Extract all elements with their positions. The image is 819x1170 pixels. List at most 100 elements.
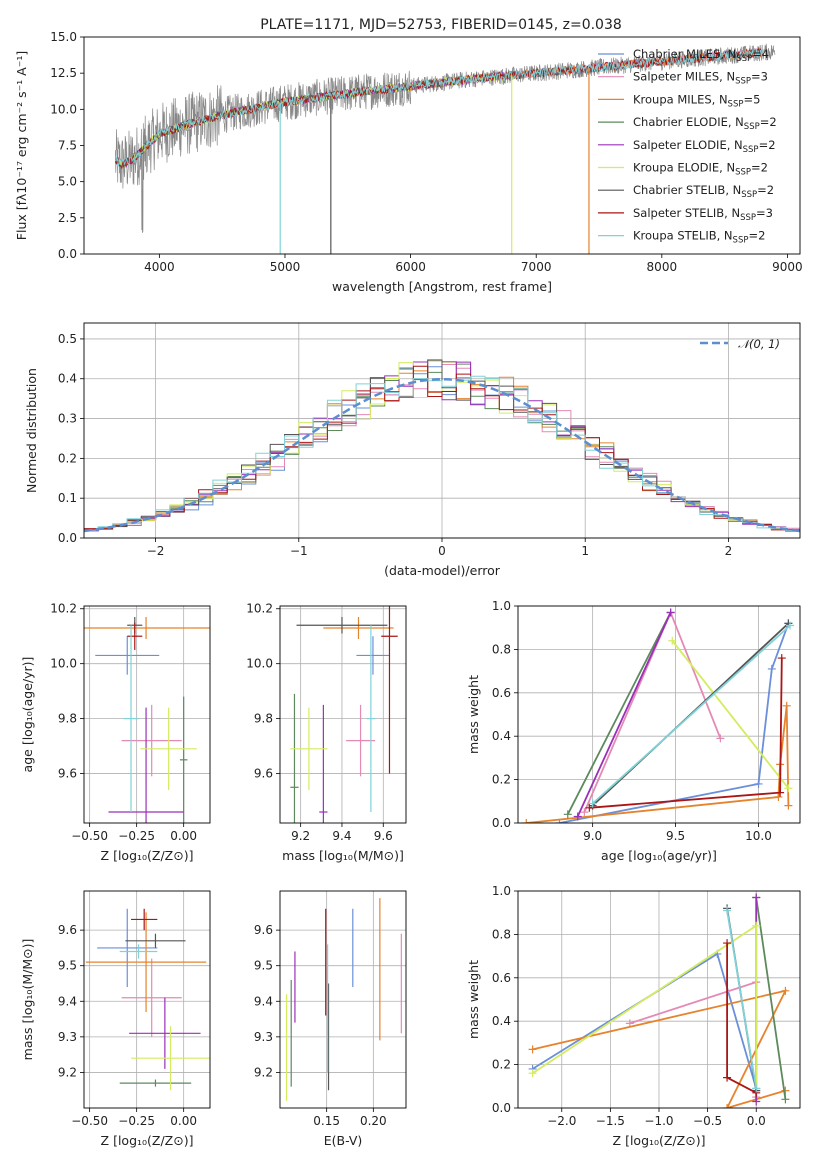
weight-line-salpeter_miles: [629, 980, 758, 1098]
weight-line-kroupa_stelib: [591, 624, 791, 805]
weight-line-kroupa_elodie: [532, 924, 758, 1091]
x-tick-label: 0: [438, 544, 446, 558]
errorbar-chabrier_miles: [356, 636, 390, 675]
legend: Chabrier MILES, NSSP=4 Salpeter MILES, NS…: [598, 47, 777, 246]
x-tick-label: −2: [147, 544, 165, 558]
x-axis-label: Z [log₁₀(Z/Z⊙)]: [613, 1133, 706, 1148]
weight-marker-kroupa_miles: [781, 986, 790, 995]
y-tick-label: 10.0: [50, 102, 77, 116]
y-axis-label: mass weight: [466, 960, 481, 1039]
y-tick-label: 0.0: [58, 247, 77, 261]
plot-area: [84, 616, 210, 823]
errorbar-salpeter_stelib: [127, 622, 143, 650]
errorbar-kroupa_miles: [323, 616, 394, 639]
x-tick-label: 9.4: [332, 829, 351, 843]
axes-frame: [517, 605, 801, 824]
y-tick-label: 0.0: [492, 816, 511, 830]
x-tick-label: 6000: [395, 260, 426, 274]
x-tick-label: 9.6: [374, 829, 393, 843]
y-tick-label: 0.0: [58, 531, 77, 545]
weight-marker-kroupa_miles: [522, 819, 531, 823]
y-tick-label: 0.2: [58, 451, 77, 465]
weight-marker-kroupa_miles: [774, 792, 783, 801]
weight-line-kroupa_stelib: [726, 910, 758, 1089]
x-tick-label: 0.0: [747, 1114, 766, 1128]
y-axis-label: Flux [fλ10⁻¹⁷ erg cm⁻² s⁻¹ A⁻¹]: [14, 51, 29, 240]
y-tick-label: 12.5: [50, 66, 77, 80]
errorbar-salpeter_stelib: [131, 908, 158, 931]
x-tick-label: 7000: [521, 260, 552, 274]
y-tick-label: 1.0: [492, 599, 511, 613]
x-tick-label: 4000: [144, 260, 175, 274]
y-tick-label: 9.3: [58, 1030, 77, 1044]
normal-reference-curve: [84, 377, 800, 533]
errorbar-chabrier_miles: [95, 636, 160, 675]
y-tick-label: 10.0: [50, 657, 77, 671]
y-tick-label: 0.4: [58, 372, 77, 386]
y-tick-label: 0.2: [492, 1058, 511, 1072]
y-tick-label: 10.2: [246, 602, 273, 616]
legend-label-salpeter_miles: Salpeter MILES, NSSP=3: [633, 70, 768, 87]
weight-marker-kroupa_elodie: [668, 636, 677, 645]
x-tick-label: 9.2: [291, 829, 310, 843]
x-tick-label: 5000: [270, 260, 301, 274]
y-tick-label: 9.2: [254, 1065, 273, 1079]
y-tick-label: 9.6: [254, 767, 273, 781]
y-tick-label: 9.8: [254, 712, 273, 726]
y-tick-label: 2.5: [58, 211, 77, 225]
x-axis-label: (data-model)/error: [384, 563, 501, 578]
y-tick-label: 0.8: [492, 642, 511, 656]
plot-area: [285, 898, 402, 1101]
errorbar-chabrier_stelib: [296, 616, 388, 634]
weight-marker-kroupa_stelib: [786, 621, 795, 630]
legend-label-kroupa_elodie: Kroupa ELODIE, NSSP=2: [633, 161, 768, 178]
errorbar-salpeter_miles: [346, 704, 376, 777]
x-tick-label: −0.25: [118, 1114, 155, 1128]
x-tick-label: 9.0: [583, 829, 602, 843]
axes-frame: [83, 36, 801, 255]
errorbar-kroupa_stelib: [366, 625, 376, 813]
weight-line-kroupa_miles: [526, 705, 790, 823]
x-axis-label: mass [log₁₀(M/M⊙)]: [282, 848, 404, 863]
panel-weight_vs_Z: −2.0 −1.5 −1.0 −0.5 0.0 0.0 0.2 0.4 0.6 0.8 1.0 Z […: [466, 884, 801, 1148]
axes-frame: [279, 890, 407, 1109]
y-tick-label: 9.5: [254, 959, 273, 973]
y-tick-label: 15.0: [50, 30, 77, 44]
y-tick-label: 9.5: [58, 959, 77, 973]
weight-marker-chabrier_miles: [754, 779, 763, 788]
legend-label-chabrier_stelib: Chabrier STELIB, NSSP=2: [633, 183, 774, 200]
x-tick-label: −1.0: [644, 1114, 673, 1128]
plot-area: [528, 893, 790, 1108]
y-tick-label: 9.6: [58, 923, 77, 937]
y-tick-label: 9.2: [58, 1065, 77, 1079]
errorbar-salpeter_miles: [121, 958, 182, 1037]
y-tick-label: 5.0: [58, 175, 77, 189]
y-tick-label: 9.8: [58, 712, 77, 726]
weight-marker-salpeter_stelib: [723, 939, 732, 948]
weight-marker-kroupa_miles: [784, 801, 793, 810]
errorbar-salpeter_miles: [121, 704, 182, 777]
x-tick-label: −0.5: [693, 1114, 722, 1128]
x-tick-label: 9.5: [666, 829, 685, 843]
axes-frame: [517, 890, 801, 1109]
panel-age_vs_mass: 9.2 9.4 9.6 9.6 9.8 10.0 10.2 mass [log₁₀(M/M⊙)…: [246, 602, 407, 863]
x-axis-label: wavelength [Angstrom, rest frame]: [332, 279, 552, 294]
weight-line-salpeter_miles: [583, 610, 722, 813]
panel-mass_vs_Z: −0.50 −0.25 0.00 9.2 9.3 9.4 9.5 9.6 Z [log₁₀(Z/…: [20, 890, 211, 1148]
x-tick-label: −1: [290, 544, 308, 558]
errorbar-kroupa_stelib: [123, 625, 139, 813]
x-tick-label: −1.5: [596, 1114, 625, 1128]
weight-line-chabrier_miles: [559, 623, 790, 823]
weight-marker-chabrier_miles: [767, 664, 776, 673]
errorbar-chabrier_elodie: [179, 696, 188, 823]
weight-marker-salpeter_stelib: [585, 803, 594, 812]
y-tick-label: 9.6: [58, 767, 77, 781]
errorbar-kroupa_stelib: [119, 944, 158, 959]
errorbar-chabrier_stelib: [125, 933, 186, 948]
x-tick-label: −0.25: [118, 829, 155, 843]
weight-marker-kroupa_miles: [723, 1104, 732, 1108]
legend-label-kroupa_miles: Kroupa MILES, NSSP=5: [633, 92, 760, 109]
x-tick-label: 0.15: [313, 1114, 340, 1128]
y-axis-label: Normed distribution: [24, 368, 39, 493]
